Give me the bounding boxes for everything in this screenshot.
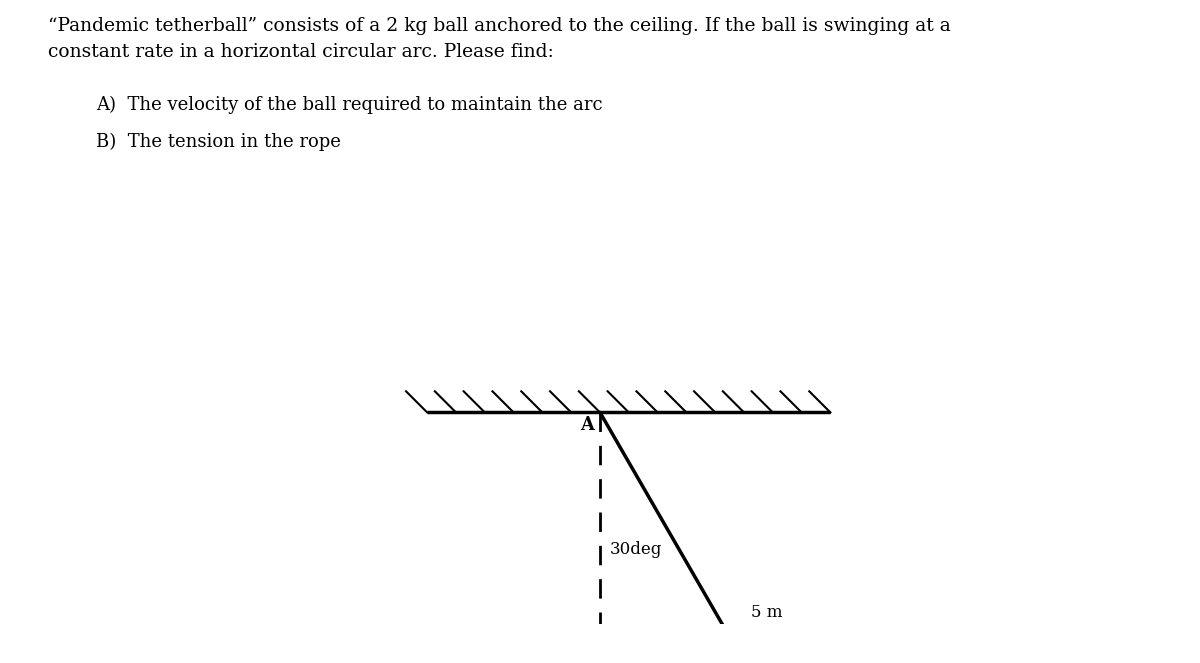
Text: A)  The velocity of the ball required to maintain the arc: A) The velocity of the ball required to … <box>96 96 602 115</box>
Text: 5 m: 5 m <box>751 604 782 621</box>
Text: B)  The tension in the rope: B) The tension in the rope <box>96 133 341 151</box>
Text: “Pandemic tetherball” consists of a 2 kg ball anchored to the ceiling. If the ba: “Pandemic tetherball” consists of a 2 kg… <box>48 17 950 34</box>
Text: 30deg: 30deg <box>610 541 662 558</box>
Text: constant rate in a horizontal circular arc. Please find:: constant rate in a horizontal circular a… <box>48 43 553 61</box>
Text: A: A <box>581 416 594 434</box>
